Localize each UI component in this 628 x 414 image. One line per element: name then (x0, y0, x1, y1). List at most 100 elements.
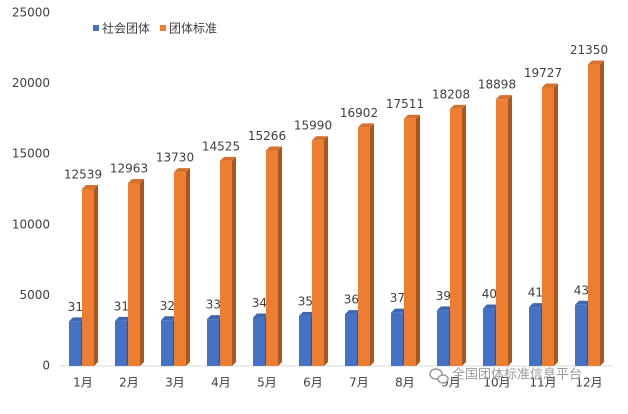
bar-side (232, 156, 236, 366)
bar-front (542, 87, 554, 366)
value-label: 12963 (110, 161, 148, 175)
bar-front (174, 172, 186, 366)
bar-top (82, 184, 98, 189)
bar-top (345, 310, 361, 315)
bar-side (140, 178, 144, 366)
bar (358, 123, 374, 367)
bar-front (266, 150, 278, 366)
y-tick-label: 20000 (12, 76, 50, 90)
bar-front (128, 182, 140, 366)
bar-front (345, 314, 357, 366)
value-label: 19727 (524, 66, 562, 80)
bar (542, 83, 558, 366)
bar-top (529, 303, 545, 308)
bar-side (324, 136, 328, 366)
bar-front (312, 140, 324, 366)
bar-front (82, 188, 94, 366)
bar-front (299, 315, 311, 366)
bar-top (220, 156, 236, 161)
value-label: 13730 (156, 151, 194, 165)
bar-front (220, 160, 232, 366)
bar-top (358, 123, 374, 128)
bar-top (253, 313, 269, 318)
bar-front (529, 307, 541, 366)
bar-side (508, 95, 512, 366)
bar-top (207, 315, 223, 320)
value-label: 14525 (202, 139, 240, 153)
bar (266, 146, 282, 366)
y-tick-label: 10000 (12, 217, 50, 231)
value-label: 21350 (570, 43, 608, 57)
bar-top (174, 168, 190, 173)
bar-top (437, 306, 453, 311)
y-tick-label: 15000 (12, 147, 50, 161)
bar (82, 184, 98, 366)
bar-front (358, 127, 370, 367)
bar-top (266, 146, 282, 151)
x-tick-label: 4月 (211, 376, 231, 390)
bar-top (128, 178, 144, 183)
y-tick-label: 5000 (19, 288, 50, 302)
bar-top (161, 316, 177, 321)
bar-front (450, 108, 462, 366)
x-tick-label: 7月 (349, 376, 369, 390)
bar-top (391, 308, 407, 313)
bar (174, 168, 190, 366)
legend-label: 团体标准 (169, 22, 217, 36)
bar-top (542, 83, 558, 88)
bar-front (496, 99, 508, 366)
x-tick-label: 3月 (165, 376, 185, 390)
bar (404, 114, 420, 366)
watermark-icon (429, 368, 449, 384)
y-tick-label: 0 (42, 359, 50, 373)
value-label: 15266 (248, 129, 286, 143)
bar (496, 95, 512, 366)
x-tick-label: 10月 (483, 376, 510, 390)
bar (128, 178, 144, 366)
bar-side (186, 168, 190, 366)
bar-top (404, 114, 420, 119)
bar-top (450, 104, 466, 109)
bar-side (278, 146, 282, 366)
x-tick-label: 11月 (529, 376, 556, 390)
legend-label: 社会团体 (102, 21, 150, 36)
bar-front (391, 312, 403, 366)
bar-side (94, 184, 98, 366)
y-tick-label: 25000 (12, 6, 50, 20)
bar-top (588, 60, 604, 65)
value-label: 16902 (340, 106, 378, 120)
value-label: 18208 (432, 87, 470, 101)
watermark: 全国团体标准信息平台 (452, 367, 582, 383)
bar-front (207, 319, 219, 366)
bar-top (483, 304, 499, 309)
bar (450, 104, 466, 366)
bar-top (312, 136, 328, 141)
value-label: 18898 (478, 78, 516, 92)
bar-front (404, 118, 416, 366)
legend-swatch (160, 25, 166, 31)
bar-side (600, 60, 604, 367)
x-tick-label: 2月 (119, 376, 139, 390)
bar-front (575, 304, 587, 366)
bar (312, 136, 328, 366)
bar-top (69, 317, 85, 322)
value-label: 17511 (386, 97, 424, 111)
bar-side (370, 123, 374, 367)
bar-front (115, 320, 127, 366)
bar (220, 156, 236, 366)
x-tick-label: 6月 (303, 376, 323, 390)
bar-front (483, 308, 495, 366)
bar-front (69, 321, 81, 366)
value-label: 12539 (64, 167, 102, 181)
x-tick-label: 8月 (395, 376, 415, 390)
legend-swatch (93, 25, 99, 31)
x-tick-label: 5月 (257, 376, 277, 390)
bar-side (554, 83, 558, 366)
bar-top (496, 95, 512, 100)
bar (588, 60, 604, 367)
value-label: 15990 (294, 119, 332, 133)
x-tick-label: 1月 (73, 376, 93, 390)
bar-top (299, 311, 315, 316)
